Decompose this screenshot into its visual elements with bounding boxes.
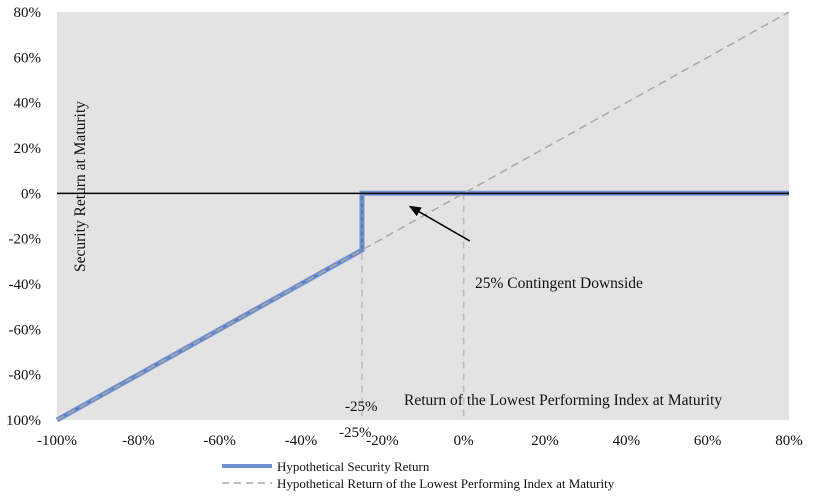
y-tick-label: 100% <box>6 413 41 429</box>
y-tick-label: -60% <box>9 322 42 338</box>
y-tick-label: 80% <box>14 5 42 21</box>
x-tick-label: 0% <box>454 433 474 449</box>
annotation-arrow <box>418 211 471 242</box>
x-tick-label: -40% <box>285 433 318 449</box>
y-tick-label: -20% <box>9 232 42 248</box>
legend: Hypothetical Security Return Hypothetica… <box>222 459 615 491</box>
x-axis-label: Return of the Lowest Performing Index at… <box>404 392 722 409</box>
x-tick-label: -20% <box>366 433 399 449</box>
minus-25-label: -25% <box>339 425 372 441</box>
legend-entry-index-return: Hypothetical Return of the Lowest Perfor… <box>277 476 615 491</box>
annotation-group: 25% Contingent Downside <box>408 205 643 292</box>
x-tick-label: 40% <box>613 433 641 449</box>
x-tick-label: -60% <box>203 433 236 449</box>
y-tick-labels: 80% 60% 40% 20% 0% -20% -40% -60% -80% 100% <box>6 5 41 429</box>
reference-line-label: -25% <box>345 399 378 415</box>
x-tick-label: 60% <box>694 433 722 449</box>
y-tick-label: 20% <box>14 141 42 157</box>
y-tick-label: 60% <box>14 50 42 66</box>
annotation-text: 25% Contingent Downside <box>475 275 643 292</box>
y-tick-label: -40% <box>9 277 42 293</box>
y-axis-label: Security Return at Maturity <box>72 101 89 272</box>
y-tick-label: -80% <box>9 368 42 384</box>
x-tick-label: -80% <box>122 433 155 449</box>
y-tick-label: 40% <box>14 96 42 112</box>
x-tick-label: -100% <box>37 433 77 449</box>
x-tick-label: 20% <box>531 433 559 449</box>
legend-entry-security-return: Hypothetical Security Return <box>277 459 430 474</box>
x-tick-label: 80% <box>775 433 803 449</box>
series-line-index-return <box>56 11 790 421</box>
annotation-arrow-head <box>408 205 422 217</box>
y-tick-label: 0% <box>21 186 41 202</box>
x-tick-labels: -100% -80% -60% -40% -20% 0% 20% 40% 60% 80% <box>37 433 803 449</box>
